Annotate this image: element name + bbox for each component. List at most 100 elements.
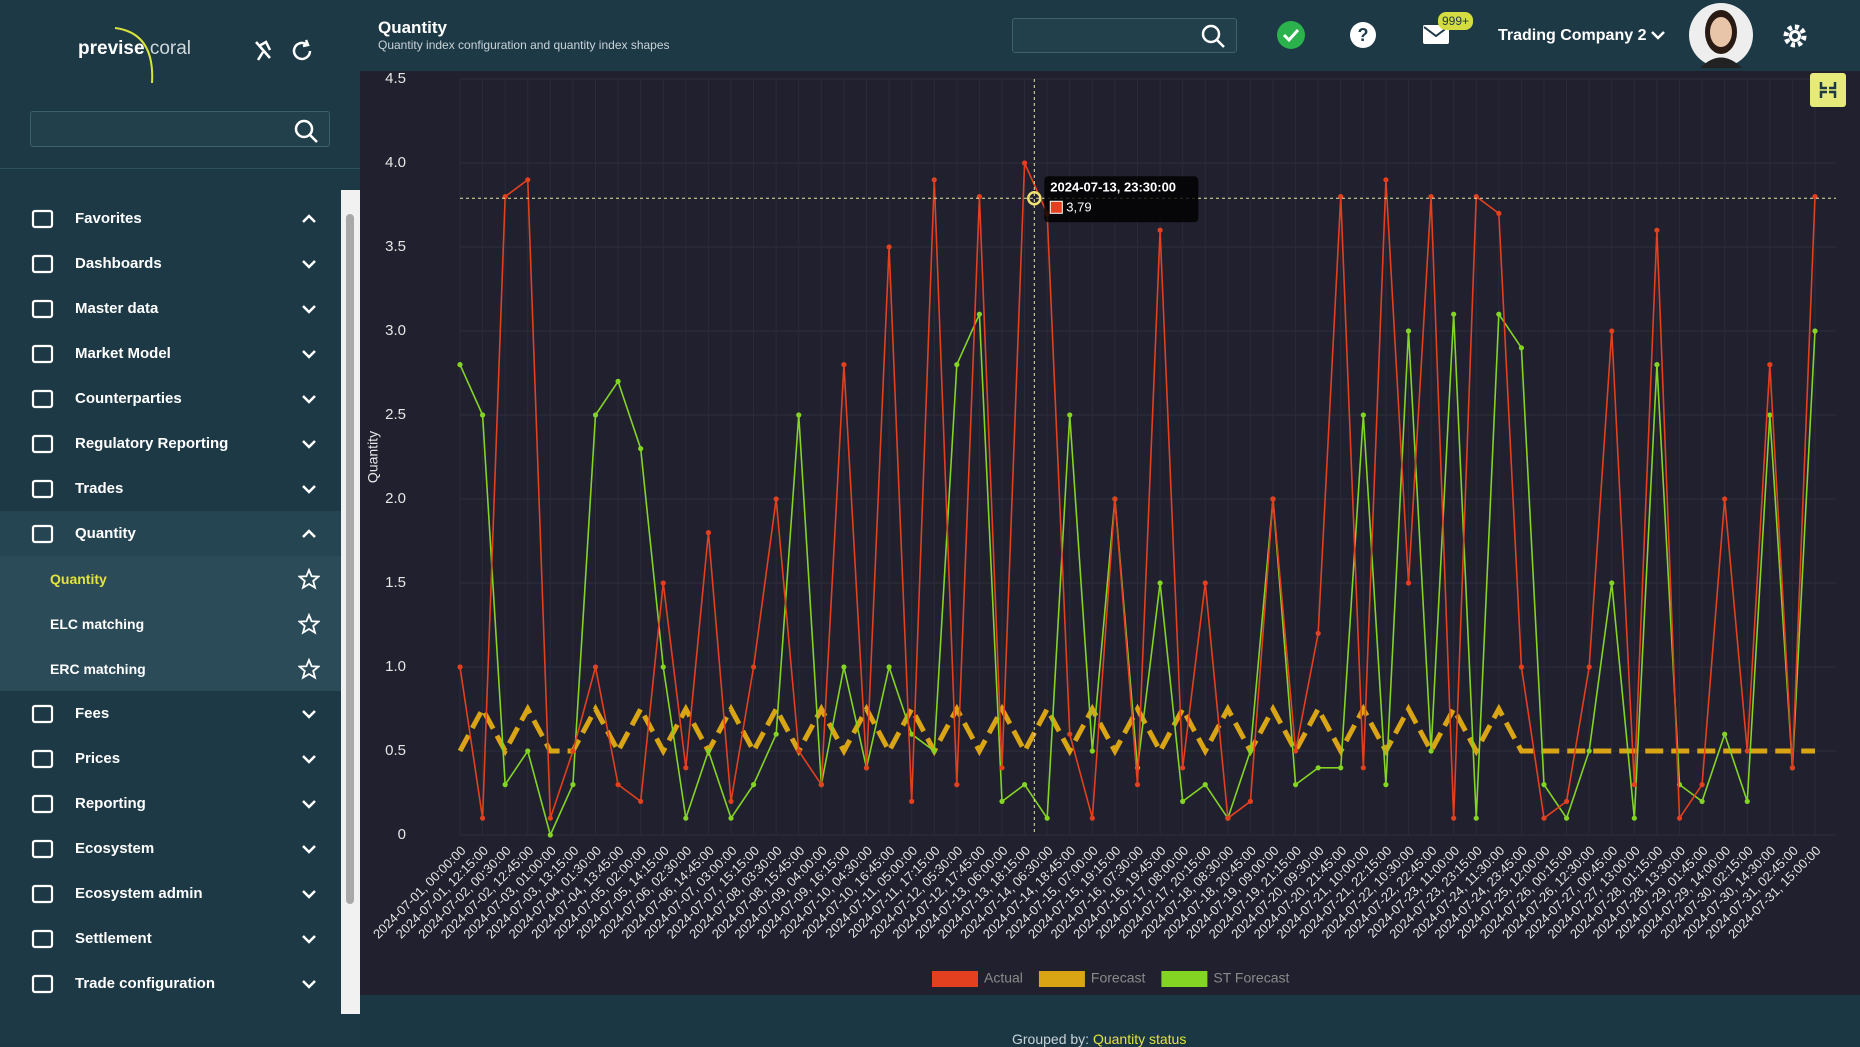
logo[interactable]: previse coral [78,38,191,60]
point [886,244,892,250]
point [1451,815,1457,821]
y-tick-label: 4.5 [385,71,406,87]
menu-label: Reporting [75,795,146,812]
chevron-path [302,979,316,989]
point [1451,311,1457,317]
menu-item[interactable]: Market Model [0,331,341,376]
point [1654,227,1660,233]
point [570,748,576,754]
point [1518,664,1525,670]
chevron-path [302,528,316,538]
menu-item[interactable]: Quantity [0,511,341,556]
grouped-by-value[interactable]: Quantity status [1092,1031,1187,1047]
menu-item[interactable]: Favorites [0,196,341,241]
page-subtitle: Quantity index configuration and quantit… [378,38,670,52]
status-ok[interactable] [1275,19,1307,51]
favorite-star[interactable] [298,612,320,635]
point [479,412,486,418]
menu-label: Regulatory Reporting [75,435,229,452]
submenu-item[interactable]: Quantity [0,556,341,601]
point [1744,798,1750,805]
menu-item[interactable]: Settlement [0,916,341,961]
chevron-path [302,889,316,899]
menu-label: Quantity [75,525,136,542]
menu-item[interactable]: Ecosystem [0,826,341,871]
point [1676,815,1683,821]
menu-item[interactable]: Regulatory Reporting [0,421,341,466]
chevron-path [302,754,316,764]
point [1292,748,1299,754]
point [502,782,508,788]
chevron [302,528,316,538]
menu-item[interactable]: Counterparties [0,376,341,421]
chevron-path [302,844,316,854]
point [525,748,531,754]
chevron-path [302,934,316,944]
submenu-item[interactable]: ERC matching [0,646,341,691]
point [999,765,1005,771]
help[interactable]: ? [1349,21,1377,49]
scroll-thumb[interactable] [346,214,354,904]
point [1541,782,1547,788]
legend-label: ST Forecast [1213,970,1289,986]
favorite-star[interactable] [298,567,320,590]
point [841,362,847,368]
point [1563,798,1570,805]
point [1270,496,1276,502]
point [1112,496,1118,502]
chevron [302,889,316,899]
chevron [302,484,316,494]
search-icon [1201,24,1225,48]
mail[interactable] [1422,24,1452,46]
chevron-path [302,394,316,404]
avatar[interactable] [1688,2,1754,68]
point [1699,782,1705,788]
collapse-button[interactable] [1810,73,1846,107]
tooltip-title: 2024-07-13, 23:30:00 [1050,180,1176,195]
menu-item[interactable]: Ecosystem admin [0,871,341,916]
point [1767,362,1773,368]
footer-bar [360,995,1860,1045]
submenu-item[interactable]: ELC matching [0,601,341,646]
point [818,782,824,788]
submenu-label: Quantity [50,570,107,587]
chevron [302,934,316,944]
favorite-star[interactable] [298,657,320,680]
sidebar-tools[interactable] [250,38,320,64]
menu-item[interactable]: Fees [0,691,341,736]
menu-icon [31,299,54,318]
point [1247,748,1254,754]
menu-icon [31,524,54,543]
menu-item[interactable]: Reporting [0,781,341,826]
menu-item[interactable]: Trade configuration [0,961,341,1006]
y-tick-label: 2.5 [385,406,406,423]
point [1180,798,1186,805]
y-tick-label: 2.0 [385,490,406,507]
menu-icon [31,254,54,273]
header-search[interactable] [1012,18,1237,53]
menu-item[interactable]: Trades [0,466,341,511]
point [1654,362,1660,368]
point [683,765,689,771]
point [1292,782,1299,788]
sidebar-search[interactable] [30,111,330,147]
point [592,664,599,670]
point [525,177,531,183]
menu-label: Trades [75,480,124,497]
header: Quantity Quantity index configuration an… [360,0,1860,71]
company-selector[interactable]: Trading Company 2 [1498,27,1665,45]
point [1202,580,1208,586]
menu-item[interactable]: Master data [0,286,341,331]
point [1722,731,1728,737]
menu-item[interactable]: Prices [0,736,341,781]
icon-shape [31,704,54,723]
chevron-path [302,349,316,359]
menu-item[interactable]: Dashboards [0,241,341,286]
scrollbar[interactable] [341,190,360,1014]
point [1180,765,1186,771]
icon-shape [31,929,54,948]
point [728,815,734,821]
y-tick-label: 0 [398,826,406,843]
settings[interactable] [1781,22,1809,50]
